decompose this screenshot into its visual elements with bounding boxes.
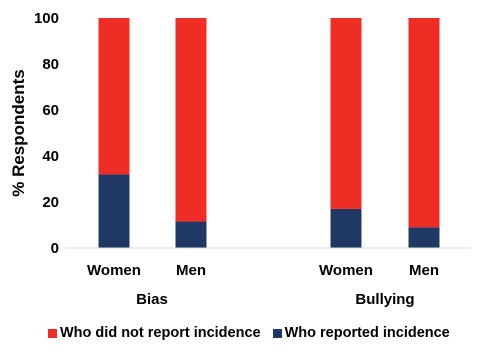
- bar-segment-not-reported: [175, 18, 207, 222]
- legend-item-not-reported: Who did not report incidence: [48, 325, 261, 341]
- y-tick-label: 100: [34, 10, 59, 27]
- group-labels: Bias Bullying: [136, 291, 414, 308]
- legend-swatch-not-reported: [48, 328, 57, 338]
- bar-segment-reported: [330, 208, 362, 248]
- bar-segment-reported: [175, 221, 207, 248]
- y-tick-label: 0: [51, 240, 59, 257]
- bars: [98, 18, 440, 248]
- group-label: Bullying: [355, 291, 414, 308]
- group-label: Bias: [136, 291, 168, 308]
- bar-segment-not-reported: [98, 18, 130, 175]
- y-tick-label: 60: [42, 102, 59, 119]
- legend-label-not-reported: Who did not report incidence: [60, 325, 261, 341]
- bar-segment-reported: [408, 227, 440, 248]
- y-axis-ticks: 0 20 40 60 80 100: [34, 10, 59, 257]
- bar-segment-reported: [98, 174, 130, 248]
- legend-label-reported: Who reported incidence: [284, 325, 450, 341]
- y-tick-label: 40: [42, 148, 59, 165]
- legend-item-reported: Who reported incidence: [272, 325, 450, 341]
- y-tick-label: 80: [42, 56, 59, 73]
- category-label: Women: [87, 262, 141, 279]
- legend: Who did not report incidence Who reporte…: [48, 325, 450, 341]
- category-label: Men: [409, 262, 439, 279]
- y-axis-label: % Respondents: [9, 69, 28, 197]
- category-labels: Women Men Women Men: [87, 262, 439, 279]
- legend-swatch-reported: [272, 328, 282, 338]
- bar-segment-not-reported: [330, 18, 362, 209]
- category-label: Men: [176, 262, 206, 279]
- y-tick-label: 20: [42, 194, 59, 211]
- bar-segment-not-reported: [408, 18, 440, 228]
- category-label: Women: [319, 262, 373, 279]
